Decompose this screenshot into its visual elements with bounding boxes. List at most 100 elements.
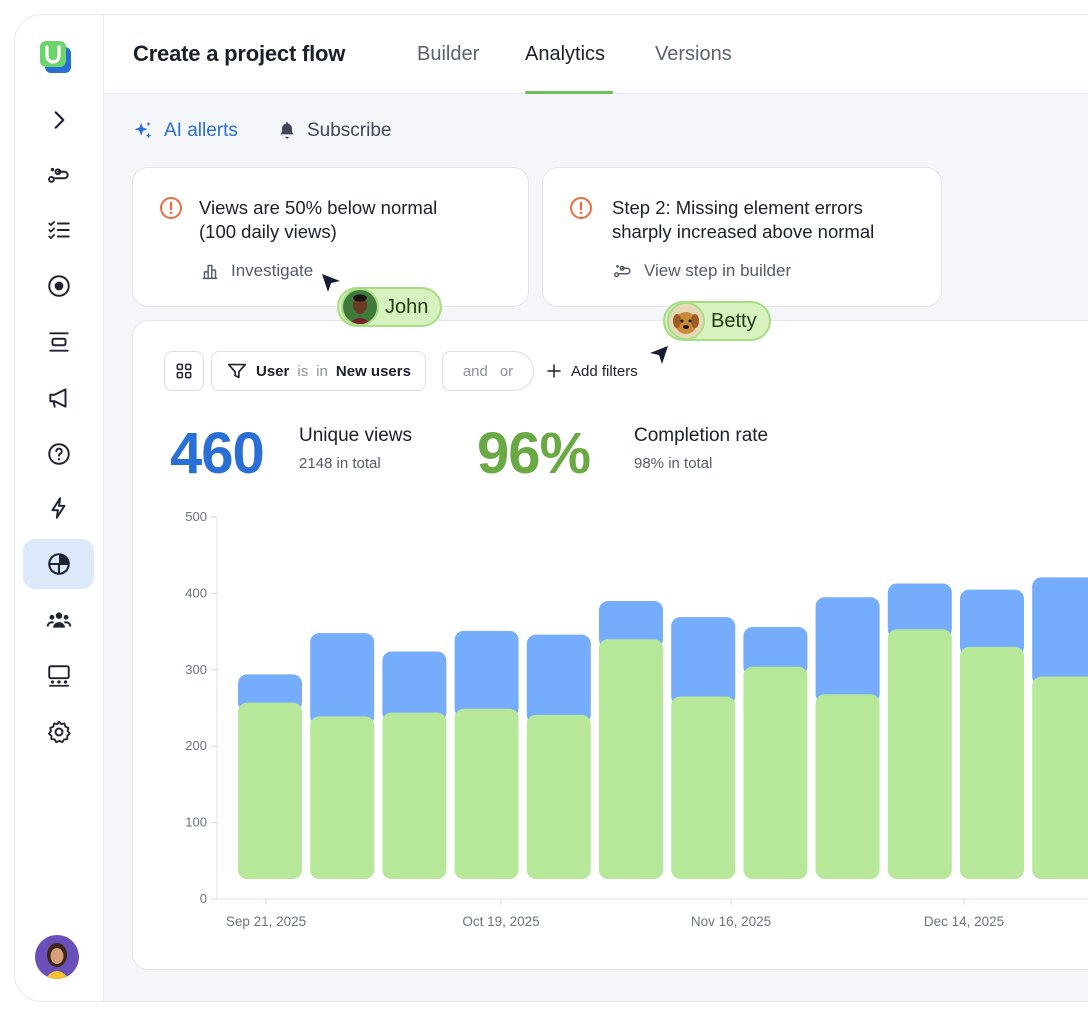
grid-icon [176,363,192,379]
sidebar-item-settings[interactable] [23,707,94,757]
bar-segment-green [1032,676,1088,879]
user-filter-chip[interactable]: User is in New users [211,351,426,391]
add-filters-button[interactable]: Add filters [545,351,638,391]
alert-line-2: (100 daily views) [199,221,337,242]
collaborator-tag-john: John [337,287,443,327]
collaborator-tag-betty: Betty [663,301,771,341]
add-filters-label: Add filters [571,362,638,380]
x-tick-label: Nov 16, 2025 [691,914,771,929]
filter-value: New users [335,362,411,380]
y-tick-label: 500 [185,509,207,524]
sidebar-item-help[interactable] [23,429,94,479]
betty-name: Betty [711,309,757,332]
bar-segment-green [671,696,736,879]
view-step-link[interactable]: View step in builder [612,260,791,282]
active-tab-indicator [525,91,613,94]
sparkles-icon [134,121,152,139]
sidebar-item-flows[interactable] [23,150,94,200]
sidebar-item-banners[interactable] [23,317,94,367]
filter-funnel-icon [227,363,247,379]
betty-avatar [667,302,705,340]
bar-segment-blue [743,627,808,676]
alert-message: Step 2: Missing element errors sharply i… [612,196,874,244]
bar-segment-green [887,629,952,879]
john-cursor-icon [322,274,340,292]
sidebar-item-users[interactable] [23,595,94,645]
y-tick-label: 400 [185,585,207,600]
bar-segment-green [382,712,447,879]
bar-segment-blue [526,634,591,724]
y-tick-label: 300 [185,662,207,677]
app-logo-icon[interactable] [39,39,73,75]
bar-segment-green [238,702,302,879]
or-option[interactable]: or [499,362,514,380]
lightning-icon [51,497,65,519]
completion-rate-value: 96% [477,421,591,486]
chevron-right-icon [54,111,64,129]
bar-segment-blue [238,674,302,712]
ai-alerts-label: AI allerts [164,120,238,141]
alert-line-1: Step 2: Missing element errors [612,197,863,218]
target-icon [47,275,70,297]
current-user-avatar[interactable] [35,935,79,979]
bar-segment-green [743,666,808,879]
completion-rate-total: 98% in total [634,455,713,472]
subscribe-link[interactable]: Subscribe [277,120,392,142]
betty-cursor-icon [650,346,668,364]
alert-line-2: sharply increased above normal [612,221,875,242]
investigate-link[interactable]: Investigate [199,260,313,282]
bar-segment-blue [599,601,663,649]
checklist-icon [47,221,70,239]
sidebar-item-automations[interactable] [23,483,94,533]
bar-segment-blue [960,589,1024,656]
bar-segment-blue [382,651,447,722]
flow-icon [614,265,631,278]
tab-builder[interactable]: Builder [417,43,480,65]
analytics-card: User is in New users and or Add filters … [132,320,1088,970]
tab-versions[interactable]: Versions [655,43,732,65]
page-title: Create a project flow [133,41,346,66]
ai-alerts-link[interactable]: AI allerts [132,120,238,142]
layout-grid-button[interactable] [164,351,204,391]
unique-views-total: 2148 in total [299,455,381,472]
sidebar-item-hotspots[interactable] [23,261,94,311]
banner-icon [48,332,69,352]
bar-segment-blue [887,583,952,639]
unique-views-label: Unique views [299,425,412,446]
sidebar-item-analytics[interactable] [23,539,94,589]
alert-circle-icon [570,197,592,219]
alert-card-errors: Step 2: Missing element errors sharply i… [542,167,942,307]
analytics-content: AI allerts Subscribe Views are 50% below… [104,94,1088,1001]
x-tick-label: Dec 14, 2025 [924,914,1004,929]
plus-icon [547,364,561,378]
filter-field: User [256,362,290,380]
x-tick-label: Oct 19, 2025 [462,914,539,929]
y-tick-label: 0 [200,891,207,906]
expand-sidebar-button[interactable] [23,95,94,145]
sidebar-item-checklists[interactable] [23,205,94,255]
and-or-toggle[interactable]: and or [442,351,534,391]
view-step-label: View step in builder [644,261,792,280]
bar-segment-blue [671,617,736,706]
sidebar-item-announcements[interactable] [23,373,94,423]
sidebar-item-segments[interactable] [23,651,94,701]
bar-chart-icon [202,264,218,280]
views-bar-chart: 0 100 200 300 400 500 Sep 21, 2025 Oct 19, 2025… [185,509,1088,929]
bar-segment-green [599,639,663,879]
audience-icon [47,665,70,687]
bell-icon [280,122,294,139]
bar-segment-blue [1032,577,1088,686]
bar-segment-blue [815,597,880,704]
flow-icon [47,167,69,183]
bar-segment-green [815,694,880,879]
unique-views-value: 460 [170,421,265,486]
bar-segment-green [454,708,519,879]
tab-analytics[interactable]: Analytics [525,43,606,65]
and-option[interactable]: and [462,362,488,380]
top-bar: Create a project flow Builder Analytics … [104,15,1088,94]
filter-op-is: is [297,362,309,380]
bar-segment-green [310,716,375,879]
users-icon [46,612,71,628]
bar-segment-green [960,646,1024,879]
help-circle-icon [47,443,70,465]
